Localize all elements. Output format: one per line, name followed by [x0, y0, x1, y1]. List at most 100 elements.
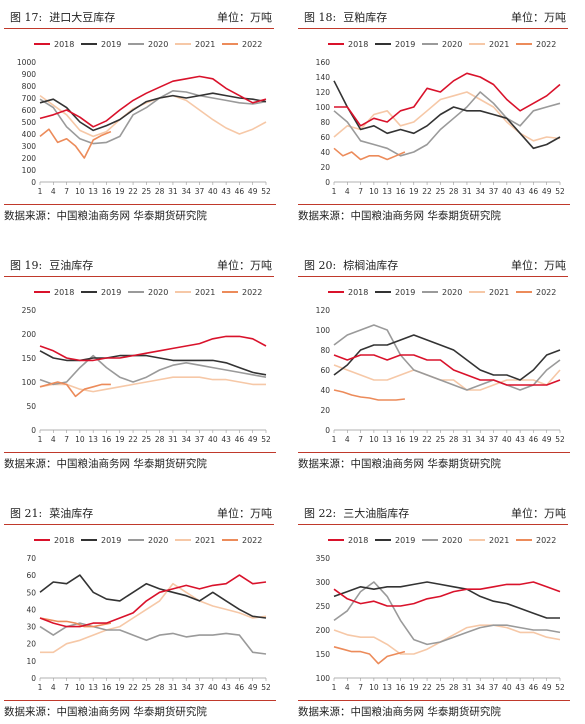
y-tick-label: 40: [320, 148, 330, 157]
x-tick-label: 25: [142, 683, 152, 692]
legend-label-2020: 2020: [148, 536, 168, 545]
x-tick-label: 13: [382, 187, 392, 196]
legend-label-2018: 2018: [54, 40, 74, 49]
legend-label-2022: 2022: [536, 288, 556, 297]
legend-label-2022: 2022: [536, 536, 556, 545]
data-source: 数据来源：中国粮油商务网 华泰期货研究院: [298, 204, 570, 223]
chart-panel-2: 图 18: 豆粕库存 单位：万吨 2018 2019 2020 2021 2022 0 20…: [298, 4, 576, 222]
x-tick-label: 34: [181, 435, 191, 444]
panel-header: 图 20: 棕榈油库存 单位：万吨: [298, 252, 568, 277]
series-line-2019: [333, 80, 561, 150]
line-chart: 2018 2019 2020 2021 2022 0 20 40 60 80 100 120 1 4 7 10…: [316, 288, 565, 444]
legend-label-2018: 2018: [54, 288, 74, 297]
x-tick-label: 10: [369, 683, 379, 692]
legend-label-2022: 2022: [242, 536, 262, 545]
panel-unit: 单位：万吨: [217, 259, 272, 272]
x-tick-label: 16: [102, 187, 112, 196]
data-source: 数据来源：中国粮油商务网 华泰期货研究院: [298, 452, 570, 471]
series-line-2022: [333, 147, 406, 161]
x-tick-label: 1: [38, 435, 43, 444]
x-tick-label: 49: [248, 435, 258, 444]
x-tick-label: 16: [102, 683, 112, 692]
x-tick-label: 10: [75, 435, 85, 444]
legend-label-2018: 2018: [348, 288, 368, 297]
y-tick-label: 70: [26, 554, 36, 563]
x-tick-label: 28: [155, 683, 165, 692]
y-tick-label: 300: [316, 578, 331, 587]
x-tick-label: 46: [529, 187, 539, 196]
series-line-2022: [333, 646, 406, 665]
series-line-2021: [40, 582, 267, 654]
series-line-2022: [39, 128, 112, 159]
x-tick-label: 46: [235, 435, 245, 444]
y-tick-label: 50: [26, 588, 36, 597]
x-tick-label: 49: [248, 187, 258, 196]
x-tick-label: 43: [515, 683, 525, 692]
legend-label-2022: 2022: [242, 288, 262, 297]
y-tick-label: 50: [26, 402, 36, 411]
series-line-2018: [333, 354, 561, 386]
series-line-2019: [333, 581, 560, 619]
x-tick-label: 28: [155, 187, 165, 196]
y-tick-label: 10: [26, 657, 36, 666]
x-tick-label: 40: [208, 435, 218, 444]
x-tick-label: 31: [168, 683, 178, 692]
series-line-2020: [39, 622, 267, 655]
legend-label-2018: 2018: [54, 536, 74, 545]
legend-label-2020: 2020: [442, 536, 462, 545]
series-line-2020: [333, 91, 561, 157]
y-tick-label: 60: [320, 366, 330, 375]
x-tick-label: 37: [489, 187, 499, 196]
x-tick-label: 16: [396, 683, 406, 692]
series-line-2021: [333, 91, 561, 142]
x-tick-label: 19: [115, 683, 125, 692]
x-tick-label: 22: [128, 683, 138, 692]
panel-title: 图 22: 三大油脂库存: [304, 507, 410, 520]
x-tick-label: 43: [221, 435, 231, 444]
y-tick-label: 100: [316, 674, 331, 683]
data-source: 数据来源：中国粮油商务网 华泰期货研究院: [298, 700, 570, 719]
series-line-2022: [333, 389, 405, 401]
x-tick-label: 28: [449, 435, 459, 444]
x-tick-label: 40: [208, 187, 218, 196]
y-tick-label: 60: [320, 133, 330, 142]
panel-unit: 单位：万吨: [511, 507, 566, 520]
data-source: 数据来源：中国粮油商务网 华泰期货研究院: [4, 700, 276, 719]
chart-panel-1: 图 17: 进口大豆库存 单位：万吨 2018 2019 2020 2021 2022 0…: [4, 4, 282, 222]
legend-label-2021: 2021: [489, 288, 509, 297]
x-tick-label: 52: [261, 187, 271, 196]
panel-unit: 单位：万吨: [217, 11, 272, 24]
panel-title: 图 18: 豆粕库存: [304, 11, 388, 24]
legend-label-2021: 2021: [489, 536, 509, 545]
y-tick-label: 200: [22, 330, 37, 339]
x-tick-label: 4: [345, 683, 350, 692]
x-tick-label: 25: [142, 187, 152, 196]
x-tick-label: 28: [449, 187, 459, 196]
x-tick-label: 31: [168, 187, 178, 196]
y-tick-label: 40: [26, 605, 36, 614]
y-tick-label: 160: [316, 58, 331, 67]
y-tick-label: 40: [320, 386, 330, 395]
y-tick-label: 800: [22, 82, 37, 91]
x-tick-label: 4: [51, 187, 56, 196]
x-tick-label: 49: [542, 187, 552, 196]
x-tick-label: 34: [181, 187, 191, 196]
x-tick-label: 4: [51, 435, 56, 444]
x-tick-label: 10: [369, 435, 379, 444]
panel-header: 图 22: 三大油脂库存 单位：万吨: [298, 500, 568, 525]
y-tick-label: 1000: [17, 58, 36, 67]
x-tick-label: 7: [64, 435, 69, 444]
x-tick-label: 49: [542, 435, 552, 444]
legend-label-2019: 2019: [395, 40, 415, 49]
x-tick-label: 34: [181, 683, 191, 692]
y-tick-label: 600: [22, 106, 37, 115]
x-tick-label: 28: [155, 435, 165, 444]
x-tick-label: 19: [115, 435, 125, 444]
y-tick-label: 500: [22, 118, 37, 127]
x-tick-label: 52: [555, 683, 565, 692]
series-line-2021: [333, 624, 561, 655]
x-tick-label: 4: [345, 435, 350, 444]
x-tick-label: 49: [542, 683, 552, 692]
x-tick-label: 46: [235, 683, 245, 692]
chart-panel-3: 图 19: 豆油库存 单位：万吨 2018 2019 2020 2021 2022 0 50…: [4, 252, 282, 470]
